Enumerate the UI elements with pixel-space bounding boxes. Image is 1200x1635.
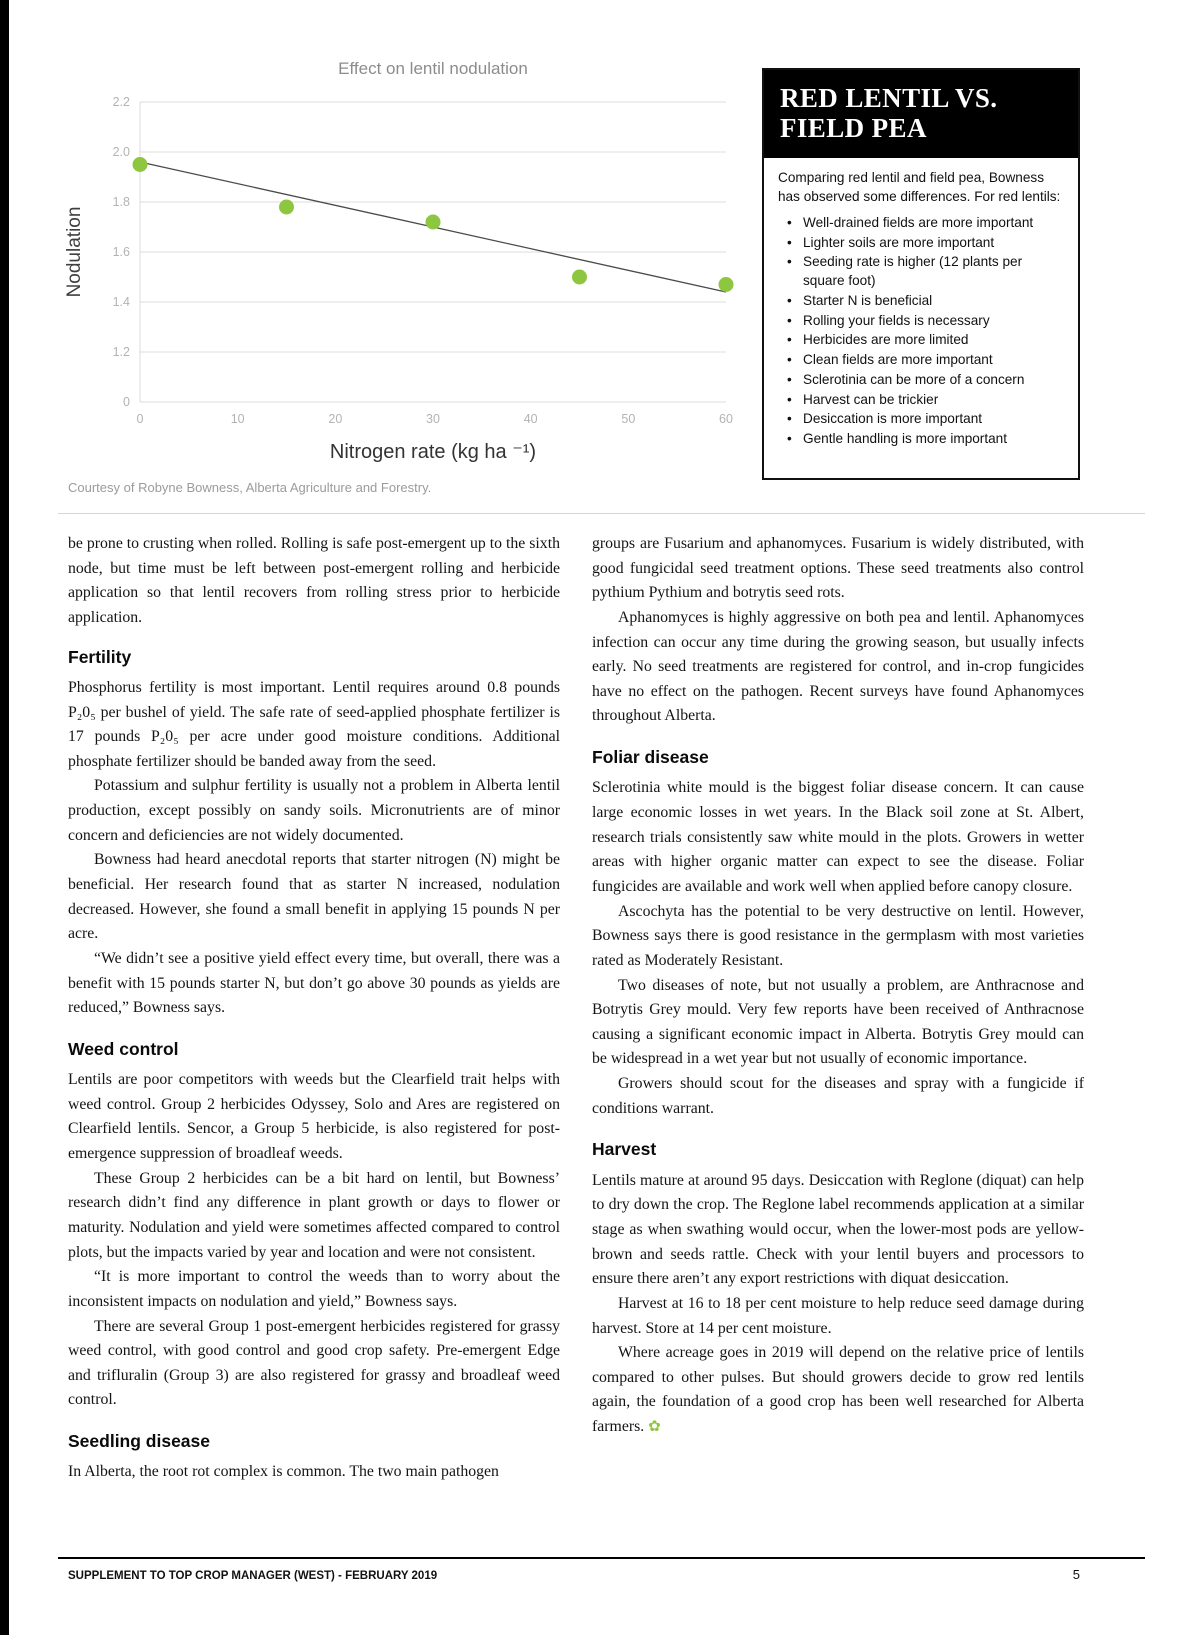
sidebar-red-lentil-vs-field-pea: RED LENTIL VS. FIELD PEA Comparing red l…: [762, 68, 1080, 480]
sidebar-title: RED LENTIL VS. FIELD PEA: [764, 70, 1078, 159]
chart-y-axis-label: Nodulation: [64, 207, 85, 298]
footer: SUPPLEMENT TO TOP CROP MANAGER (WEST) - …: [68, 1567, 1080, 1582]
paragraph: Potassium and sulphur fertility is usual…: [68, 777, 560, 844]
paragraph: Phosphorus fertility is most important. …: [68, 678, 560, 770]
sidebar-bullet-list: Well-drained fields are more important L…: [778, 214, 1066, 449]
list-item: Lighter soils are more important: [778, 234, 1066, 253]
chart-x-tick-label: 0: [137, 412, 144, 426]
chart-y-tick-label: 1.6: [113, 245, 130, 259]
list-item: Harvest can be trickier: [778, 391, 1066, 410]
chart-caption: Courtesy of Robyne Bowness, Alberta Agri…: [68, 480, 432, 495]
paragraph: Sclerotinia white mould is the biggest f…: [592, 779, 1084, 895]
paragraph: “We didn’t see a positive yield effect e…: [68, 949, 560, 1017]
list-item: Rolling your fields is necessary: [778, 312, 1066, 331]
paragraph: Two diseases of note, but not usually a …: [592, 976, 1084, 1068]
section-divider: [58, 513, 1145, 514]
paragraph: Where acreage goes in 2019 will depend o…: [592, 1341, 1084, 1440]
paragraph: “It is more important to control the wee…: [68, 1268, 560, 1310]
chart-y-tick-label: 1.4: [113, 295, 130, 309]
chart-x-tick-label: 50: [621, 412, 635, 426]
chart-x-tick-label: 30: [426, 412, 440, 426]
paragraph-text: Where acreage goes in 2019 will depend o…: [592, 1344, 1084, 1436]
page-edge-bar: [0, 0, 9, 1635]
paragraph: Aphanomyces is highly aggressive on both…: [592, 608, 1084, 725]
list-item: Herbicides are more limited: [778, 331, 1066, 350]
article-column-left: be prone to crusting when rolled. Rollin…: [68, 532, 560, 1485]
paragraph: Growers should scout for the diseases an…: [592, 1075, 1084, 1117]
paragraph: These Group 2 herbicides can be a bit ha…: [68, 1169, 560, 1261]
footer-publication: SUPPLEMENT TO TOP CROP MANAGER (WEST) - …: [68, 1570, 438, 1582]
chart-data-point: [425, 214, 441, 230]
list-item: Well-drained fields are more important: [778, 214, 1066, 233]
paragraph: Harvest at 16 to 18 per cent moisture to…: [592, 1294, 1084, 1337]
sidebar-body: Comparing red lentil and field pea, Bown…: [764, 158, 1078, 460]
nodulation-chart: 0 1.2 1.4 1.6 1.8 2.0 2.2 0 10 20 30 40 50 60 Effect o…: [64, 59, 734, 463]
paragraph: In Alberta, the root rot complex is comm…: [68, 1463, 499, 1481]
chart-y-tick-label: 1.8: [113, 195, 130, 209]
chart-y-tick-label: 0: [123, 395, 130, 409]
list-item: Clean fields are more important: [778, 351, 1066, 370]
paragraph: Lentils are poor competitors with weeds …: [68, 1071, 560, 1163]
list-item: Gentle handling is more important: [778, 430, 1066, 449]
sidebar-title-line2: FIELD PEA: [780, 113, 927, 144]
paragraph: Lentils mature at around 95 days. Desicc…: [592, 1171, 1084, 1288]
section-heading-weed-control: Weed control: [68, 1038, 179, 1059]
list-item: Desiccation is more important: [778, 410, 1066, 429]
list-item: Sclerotinia can be more of a concern: [778, 371, 1066, 390]
chart-x-tick-label: 60: [719, 412, 733, 426]
chart-x-tick-label: 20: [328, 412, 342, 426]
page-number: 5: [1072, 1567, 1080, 1582]
section-heading-harvest: Harvest: [592, 1139, 657, 1160]
paragraph: Bowness had heard anecdotal reports that…: [68, 851, 560, 943]
chart-data-point: [572, 269, 587, 285]
chart-data-point: [718, 277, 734, 292]
end-mark-icon: ✿: [648, 1417, 661, 1436]
section-heading-fertility: Fertility: [68, 646, 132, 667]
chart-y-tick-label: 2.2: [113, 95, 130, 109]
paragraph: There are several Group 1 post-emergent …: [68, 1317, 560, 1409]
chart-area: 0 1.2 1.4 1.6 1.8 2.0 2.2 0 10 20 30 40 50 60 Effect o…: [58, 52, 748, 484]
sidebar-title-line1: RED LENTIL VS.: [780, 83, 998, 113]
list-item: Seeding rate is higher (12 plants per sq…: [778, 253, 1066, 291]
chart-x-tick-label: 10: [231, 412, 245, 426]
chart-y-tick-label: 1.2: [113, 345, 130, 359]
chart-data-point: [132, 157, 148, 172]
section-heading-seedling-disease: Seedling disease: [68, 1431, 211, 1452]
paragraph: groups are Fusarium and aphanomyces. Fus…: [592, 535, 1084, 602]
chart-y-tick-label: 2.0: [113, 145, 130, 159]
chart-title: Effect on lentil nodulation: [338, 59, 528, 78]
chart-x-tick-label: 40: [524, 412, 538, 426]
list-item: Starter N is beneficial: [778, 292, 1066, 311]
article-column-right: groups are Fusarium and aphanomyces. Fus…: [592, 532, 1084, 1440]
chart-x-axis-label: Nitrogen rate (kg ha ⁻¹): [330, 441, 536, 463]
chart-data-point: [279, 199, 294, 215]
section-heading-foliar-disease: Foliar disease: [592, 747, 709, 768]
paragraph: Ascochyta has the potential to be very d…: [592, 902, 1084, 969]
footer-rule: [58, 1557, 1145, 1559]
paragraph: be prone to crusting when rolled. Rollin…: [68, 535, 560, 626]
sidebar-intro: Comparing red lentil and field pea, Bown…: [778, 170, 1061, 205]
